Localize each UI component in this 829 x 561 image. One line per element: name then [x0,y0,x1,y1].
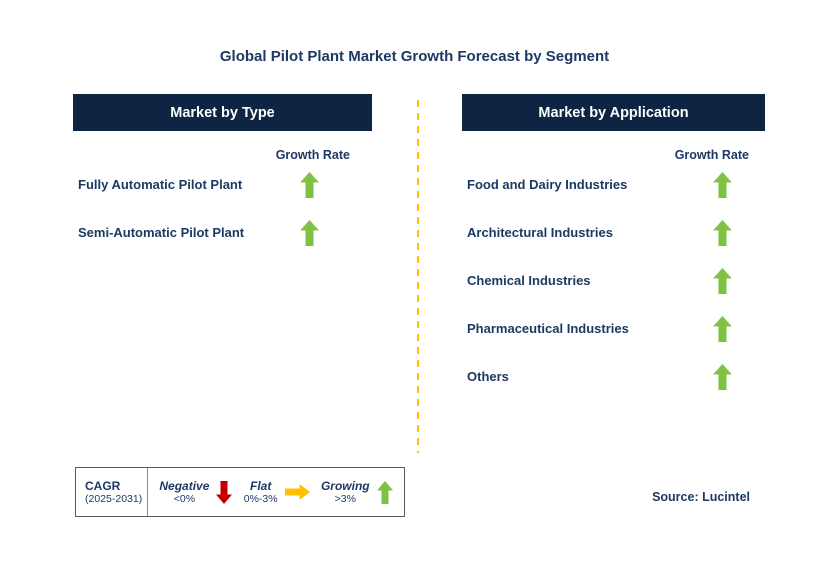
cagr-cell: CAGR (2025-2031) [76,468,148,516]
panel-header-application: Market by Application [462,94,765,131]
page-title: Global Pilot Plant Market Growth Forecas… [219,48,610,65]
segment-row: Architectural Industries [462,220,765,271]
up-arrow-icon [299,172,319,198]
up-arrow-icon [299,220,319,246]
segment-row: Pharmaceutical Industries [462,316,765,367]
up-arrow-icon [712,268,732,294]
segment-row: Semi-Automatic Pilot Plant [73,220,372,271]
up-arrow-icon [712,316,732,342]
down-arrow-icon [216,480,233,504]
right-arrow-icon [284,484,310,500]
segment-label: Food and Dairy Industries [467,177,628,192]
legend-label: Flat [250,479,272,493]
segment-rows: Fully Automatic Pilot Plant Semi-Automat… [73,172,372,271]
segment-label: Architectural Industries [467,225,613,240]
segment-row: Food and Dairy Industries [462,172,765,223]
segment-row: Fully Automatic Pilot Plant [73,172,372,223]
segment-row: Others [462,364,765,415]
legend-label: Growing [320,479,370,493]
legend-item-growing: Growing >3% [321,479,393,505]
segment-label: Pharmaceutical Industries [467,321,629,336]
segment-rows: Food and Dairy Industries Architectural … [462,172,765,415]
legend-item-flat: Flat 0%-3% [244,479,310,505]
legend-range: 0%-3% [243,493,278,505]
panel-header-type: Market by Type [73,94,372,131]
up-arrow-icon [712,172,732,198]
cagr-label: CAGR [85,479,121,493]
up-arrow-icon [712,364,732,390]
segment-label: Others [467,369,509,384]
segment-label: Fully Automatic Pilot Plant [78,177,243,192]
segment-label: Semi-Automatic Pilot Plant [78,225,245,240]
cagr-legend: CAGR (2025-2031) Negative <0% Flat 0%-3% [75,467,405,517]
panel-market-by-type: Market by Type Growth Rate Fully Automat… [73,94,372,271]
segment-label: Chemical Industries [467,273,591,288]
legend-label: Negative [159,479,210,493]
growth-rate-label: Growth Rate [674,148,749,162]
cagr-period: (2025-2031) [85,493,143,505]
source-label: Source: Lucintel [652,490,750,504]
legend-range: <0% [173,493,196,505]
up-arrow-icon [712,220,732,246]
growth-rate-label: Growth Rate [275,148,350,162]
dashed-divider [417,100,419,453]
legend-range: >3% [334,493,356,505]
segment-row: Chemical Industries [462,268,765,319]
legend-item-negative: Negative <0% [159,479,233,505]
up-arrow-icon [376,480,393,504]
panel-market-by-application: Market by Application Growth Rate Food a… [462,94,765,415]
